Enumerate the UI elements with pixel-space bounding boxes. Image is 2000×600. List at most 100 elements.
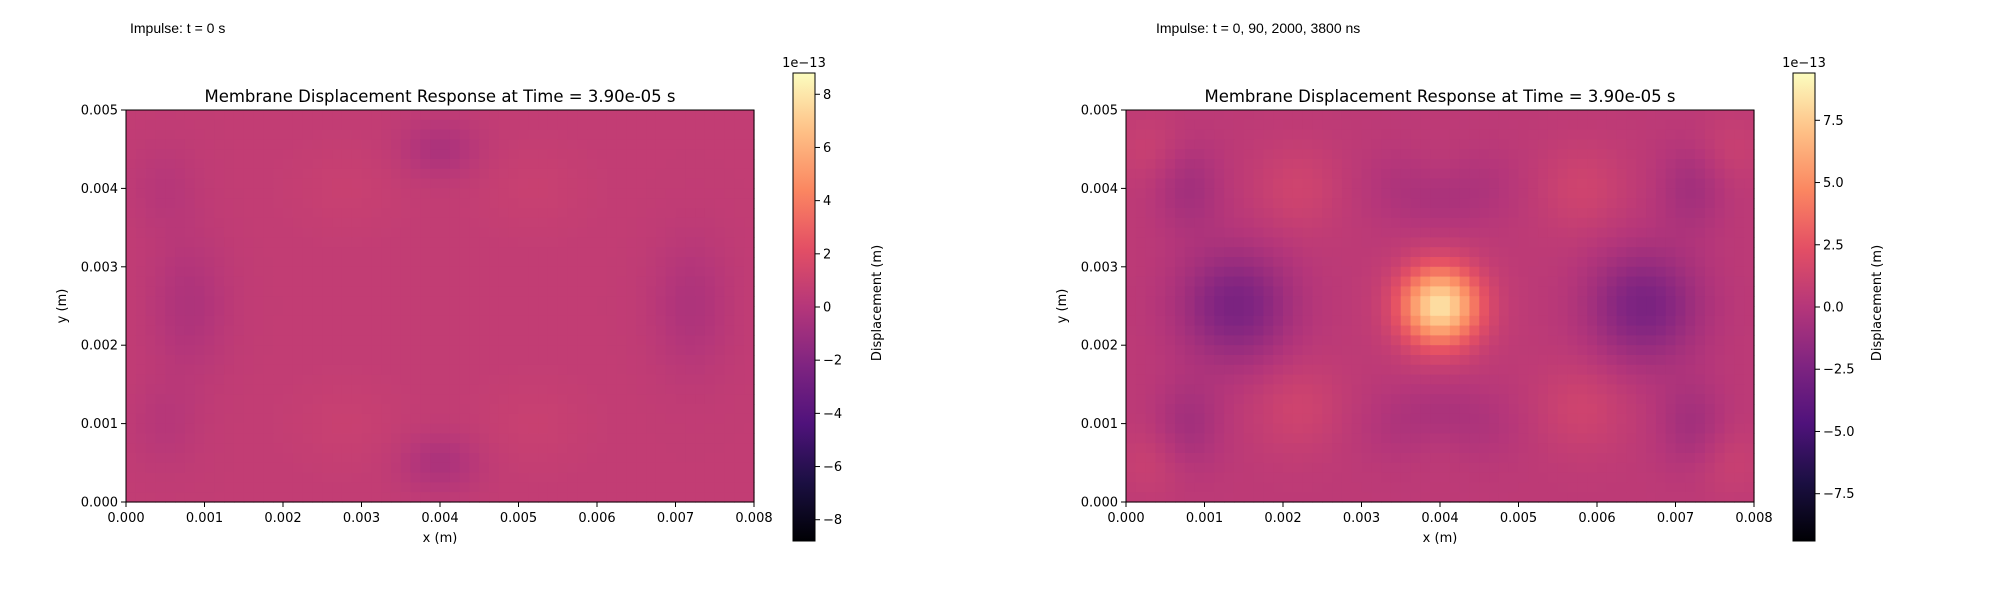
heatmap-cell <box>381 237 392 248</box>
heatmap-cell <box>1606 325 1618 336</box>
heatmap-cell <box>1626 198 1637 209</box>
heatmap-cell <box>587 394 598 405</box>
heatmap-cell <box>1361 110 1372 121</box>
heatmap-cell <box>1332 335 1343 346</box>
heatmap-cell <box>695 315 706 327</box>
heatmap-cell <box>1145 423 1157 434</box>
heatmap-cell <box>1744 355 1755 366</box>
heatmap-cell <box>1655 257 1667 268</box>
heatmap-cell <box>1204 374 1215 385</box>
heatmap-cell <box>1253 443 1264 454</box>
heatmap-cell <box>1518 198 1529 209</box>
heatmap-cell <box>1165 315 1176 327</box>
heatmap-cell <box>1665 433 1677 444</box>
heatmap-cell <box>194 237 206 248</box>
heatmap-cell <box>1714 139 1726 150</box>
heatmap-cell <box>1606 198 1618 209</box>
heatmap-cell <box>1695 433 1706 444</box>
heatmap-cell <box>1616 276 1628 287</box>
heatmap-cell <box>1498 247 1510 258</box>
heatmap-cell <box>1341 198 1353 209</box>
heatmap-cell <box>636 423 647 434</box>
heatmap-cell <box>1214 335 1225 346</box>
heatmap-cell <box>685 374 696 385</box>
heatmap-cell <box>577 257 588 268</box>
heatmap-cell <box>1361 266 1372 278</box>
heatmap-cell <box>1459 296 1471 307</box>
heatmap-cell <box>518 208 529 219</box>
heatmap-cell <box>1145 257 1157 268</box>
heatmap-cell <box>577 374 588 385</box>
heatmap-cell <box>351 110 363 121</box>
heatmap-cell <box>587 208 598 219</box>
heatmap-cell <box>430 345 441 356</box>
heatmap-cell <box>1538 139 1549 150</box>
heatmap-cell <box>341 149 353 160</box>
heatmap-cell <box>145 296 157 307</box>
heatmap-cell <box>440 159 451 170</box>
heatmap-cell <box>381 472 392 483</box>
heatmap-cell <box>1322 296 1333 307</box>
heatmap-cell <box>1449 453 1461 464</box>
heatmap-cell <box>1577 335 1588 346</box>
heatmap-cell <box>695 257 706 268</box>
heatmap-cell <box>1204 453 1215 464</box>
heatmap-cell <box>273 364 284 376</box>
heatmap-cell <box>1224 276 1235 287</box>
heatmap-cell <box>145 227 157 238</box>
heatmap-cell <box>1636 276 1647 287</box>
heatmap-cell <box>685 168 696 180</box>
heatmap-cell <box>1626 247 1637 258</box>
heatmap-cell <box>1498 178 1510 189</box>
heatmap-cell <box>1587 384 1598 395</box>
heatmap-cell <box>420 237 431 248</box>
heatmap-cell <box>1430 168 1441 180</box>
heatmap-cell <box>489 198 500 209</box>
heatmap-cell <box>1704 413 1716 425</box>
heatmap-cell <box>449 472 461 483</box>
heatmap-cell <box>1243 217 1255 229</box>
heatmap-cell <box>479 208 490 219</box>
heatmap-cell <box>1351 178 1363 189</box>
heatmap-cell <box>1655 453 1667 464</box>
heatmap-cell <box>459 355 471 366</box>
heatmap-cell <box>479 394 490 405</box>
heatmap-cell <box>518 394 529 405</box>
heatmap-cell <box>685 217 696 229</box>
heatmap-cell <box>1646 345 1657 356</box>
heatmap-cell <box>1528 139 1539 150</box>
heatmap-cell <box>194 413 206 425</box>
heatmap-cell <box>302 306 314 317</box>
heatmap-cell <box>724 482 735 493</box>
heatmap-cell <box>557 296 569 307</box>
heatmap-cell <box>724 159 735 170</box>
heatmap-cell <box>381 443 392 454</box>
heatmap-cell <box>1567 257 1578 268</box>
heatmap-cell <box>420 335 431 346</box>
heatmap-cell <box>1685 227 1696 238</box>
heatmap-cell <box>322 374 333 385</box>
heatmap-cell <box>322 139 333 150</box>
heatmap-cell <box>1498 198 1510 209</box>
heatmap-cell <box>1538 168 1549 180</box>
heatmap-cell <box>1724 296 1735 307</box>
heatmap-cell <box>390 168 402 180</box>
heatmap-cell <box>1341 168 1353 180</box>
heatmap-cell <box>1714 306 1726 317</box>
heatmap-cell <box>587 266 598 278</box>
heatmap-cell <box>744 315 755 327</box>
heatmap-cell <box>1449 306 1461 317</box>
heatmap-cell <box>626 237 637 248</box>
heatmap-cell <box>577 188 588 199</box>
heatmap-cell <box>214 472 225 483</box>
heatmap-cell <box>1273 462 1284 474</box>
heatmap-cell <box>479 306 490 317</box>
heatmap-cell <box>1567 188 1578 199</box>
heatmap-cell <box>606 217 618 229</box>
heatmap-cell <box>449 306 461 317</box>
heatmap-cell <box>547 453 559 464</box>
heatmap-cell <box>606 335 618 346</box>
heatmap-cell <box>1126 413 1137 425</box>
heatmap-cell <box>1243 247 1255 258</box>
heatmap-cell <box>1155 423 1166 434</box>
